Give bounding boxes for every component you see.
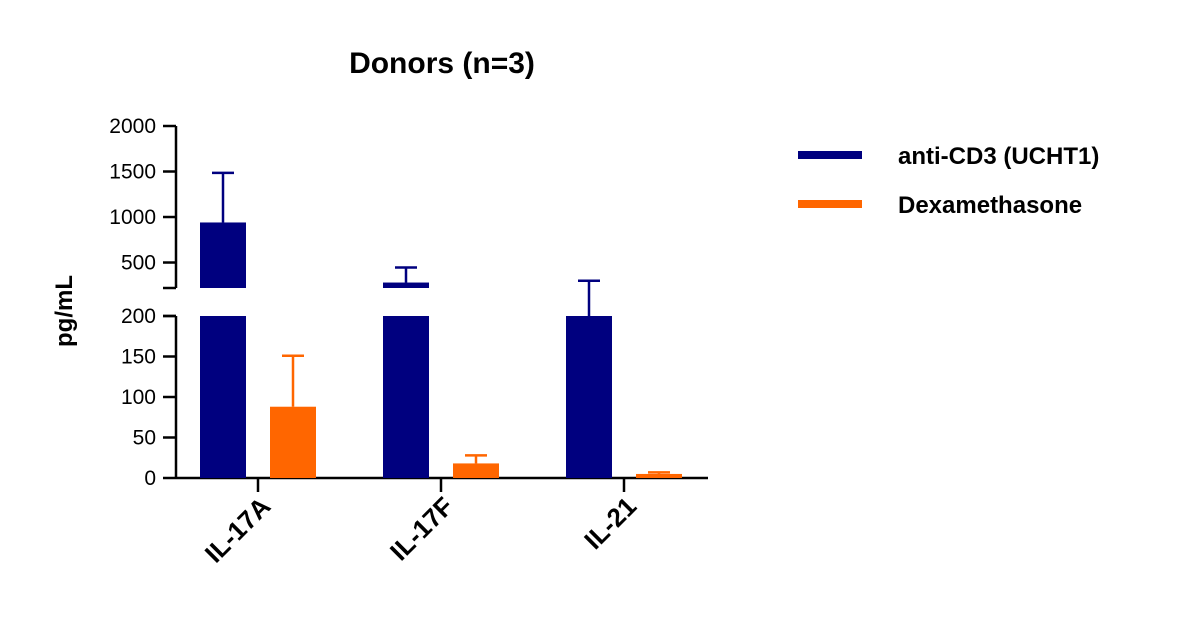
y-tick-label: 1500	[109, 161, 156, 184]
y-tick-label: 2000	[109, 115, 156, 138]
y-tick-label: 50	[133, 427, 156, 450]
bar-upper-part	[200, 222, 246, 288]
bar-lower-part	[200, 316, 246, 478]
chart-title: Donors (n=3)	[349, 47, 535, 80]
legend-label-anti-cd3: anti-CD3 (UCHT1)	[898, 143, 1099, 170]
bar-lower-part	[383, 316, 429, 478]
error-bars-layer	[212, 171, 670, 474]
legend-swatch-anti-cd3	[798, 151, 862, 159]
y-tick-label: 200	[121, 305, 156, 328]
bar	[453, 463, 499, 478]
x-category-label: IL-21	[578, 491, 642, 555]
bar-upper-part	[383, 282, 429, 288]
bar	[270, 406, 316, 478]
y-axis-ticks: 0 50 100 150 200 500 1000 1500 2000	[109, 115, 176, 490]
axes	[163, 126, 708, 492]
y-tick-label: 1000	[109, 206, 156, 229]
bars-layer	[200, 222, 682, 478]
x-category-label: IL-17A	[199, 491, 277, 569]
legend: anti-CD3 (UCHT1) Dexamethasone	[798, 143, 1099, 219]
y-tick-label: 500	[121, 252, 156, 275]
x-axis-labels: IL-17A IL-17F IL-21	[199, 491, 642, 569]
legend-swatch-dexamethasone	[798, 200, 862, 208]
y-tick-label: 150	[121, 346, 156, 369]
y-tick-label: 100	[121, 386, 156, 409]
bar	[566, 316, 612, 478]
legend-label-dexamethasone: Dexamethasone	[898, 192, 1082, 219]
bar	[636, 473, 682, 478]
y-tick-label: 0	[144, 467, 156, 490]
y-axis-title: pg/mL	[51, 275, 78, 347]
x-category-label: IL-17F	[384, 491, 459, 566]
